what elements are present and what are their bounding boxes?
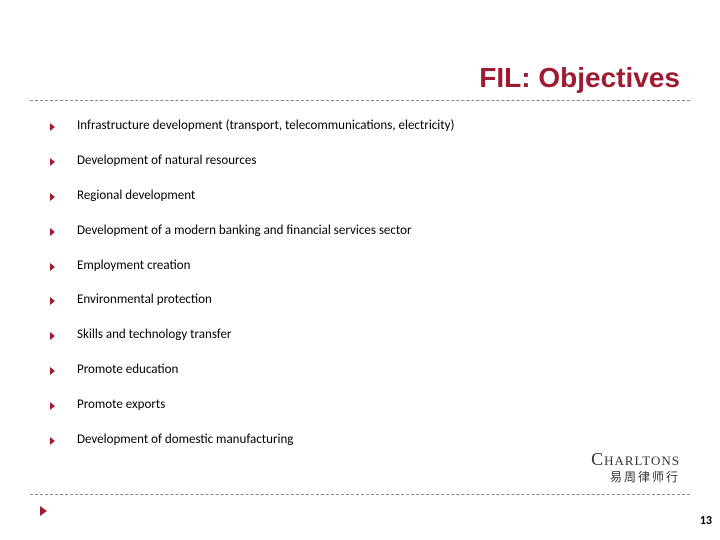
bullet-text: Promote exports [77, 397, 165, 414]
title-row: FIL: Objectives [40, 62, 680, 94]
triangle-bullet-icon [50, 158, 55, 166]
footer-bullet-icon [40, 506, 47, 516]
list-item: Regional development [50, 188, 680, 205]
bullet-text: Regional development [77, 188, 195, 205]
logo-main: Charltons [591, 449, 680, 470]
bullet-text: Infrastructure development (transport, t… [77, 118, 454, 135]
triangle-bullet-icon [50, 402, 55, 410]
triangle-bullet-icon [50, 193, 55, 201]
list-item: Development of a modern banking and fina… [50, 223, 680, 240]
list-item: Development of domestic manufacturing [50, 432, 680, 449]
bullet-text: Environmental protection [77, 292, 212, 309]
triangle-bullet-icon [50, 228, 55, 236]
list-item: Environmental protection [50, 292, 680, 309]
logo-block: Charltons 易周律师行 [591, 449, 680, 485]
bullet-text: Skills and technology transfer [77, 327, 231, 344]
slide-title: FIL: Objectives [40, 62, 680, 94]
bullet-list: Infrastructure development (transport, t… [50, 118, 680, 467]
triangle-bullet-icon [50, 297, 55, 305]
divider-top [30, 100, 690, 101]
bullet-text: Employment creation [77, 258, 190, 275]
triangle-bullet-icon [50, 263, 55, 271]
list-item: Development of natural resources [50, 153, 680, 170]
list-item: Promote education [50, 362, 680, 379]
list-item: Employment creation [50, 258, 680, 275]
logo-sub: 易周律师行 [591, 468, 680, 485]
list-item: Promote exports [50, 397, 680, 414]
triangle-bullet-icon [50, 437, 55, 445]
list-item: Infrastructure development (transport, t… [50, 118, 680, 135]
bullet-text: Development of domestic manufacturing [77, 432, 293, 449]
page-number: 13 [700, 514, 712, 528]
slide: FIL: Objectives Infrastructure developme… [0, 0, 720, 540]
divider-bottom [30, 494, 690, 495]
bullet-text: Promote education [77, 362, 178, 379]
bullet-text: Development of natural resources [77, 153, 256, 170]
list-item: Skills and technology transfer [50, 327, 680, 344]
triangle-bullet-icon [50, 367, 55, 375]
triangle-bullet-icon [50, 332, 55, 340]
bullet-text: Development of a modern banking and fina… [77, 223, 412, 240]
triangle-bullet-icon [50, 123, 55, 131]
